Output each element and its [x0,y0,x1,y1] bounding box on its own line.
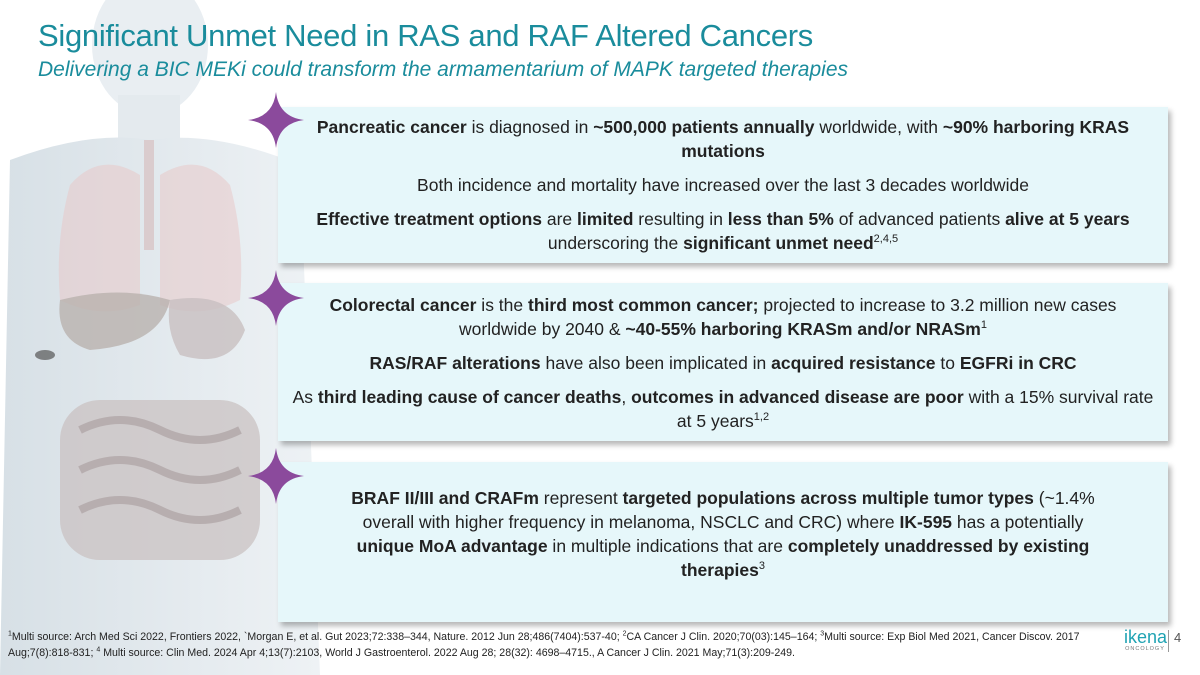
logo-wordmark: ikena [1124,627,1168,647]
pancreatic-trend-text: Both incidence and mortality have increa… [417,175,1029,195]
sparkle-star-icon [248,448,304,504]
pancreatic-incidence-text: Pancreatic cancer is diagnosed in ~500,0… [316,117,1130,161]
page-title: Significant Unmet Need in RAS and RAF Al… [38,18,813,53]
colorectal-incidence-text: Colorectal cancer is the third most comm… [329,295,1117,339]
pancreatic-unmet-need-text: Effective treatment options are limited … [316,209,1130,253]
colorectal-resistance-text: RAS/RAF alterations have also been impli… [369,353,1077,373]
braf-craf-text: BRAF II/III and CRAFm represent targeted… [351,488,1095,580]
sparkle-star-icon [248,92,304,148]
sparkle-star-icon [248,270,304,326]
page-subtitle: Delivering a BIC MEKi could transform th… [38,58,849,81]
references-footnote: 1Multi source: Arch Med Sci 2022, Fronti… [8,630,1080,659]
colorectal-cancer-box: Colorectal cancer is the third most comm… [278,283,1168,441]
body-silhouette-illustration [0,0,320,675]
ikena-oncology-logo: ikena ONCOLOGY [1124,627,1168,652]
pancreatic-cancer-box: Pancreatic cancer is diagnosed in ~500,0… [278,107,1168,263]
logo-divider [1168,630,1169,652]
colorectal-outcomes-text: As third leading cause of cancer deaths,… [292,387,1154,431]
logo-subtitle: ONCOLOGY [1125,646,1165,652]
page-number: 4 [1174,630,1182,645]
braf-craf-box: BRAF II/III and CRAFm represent targeted… [278,462,1168,622]
